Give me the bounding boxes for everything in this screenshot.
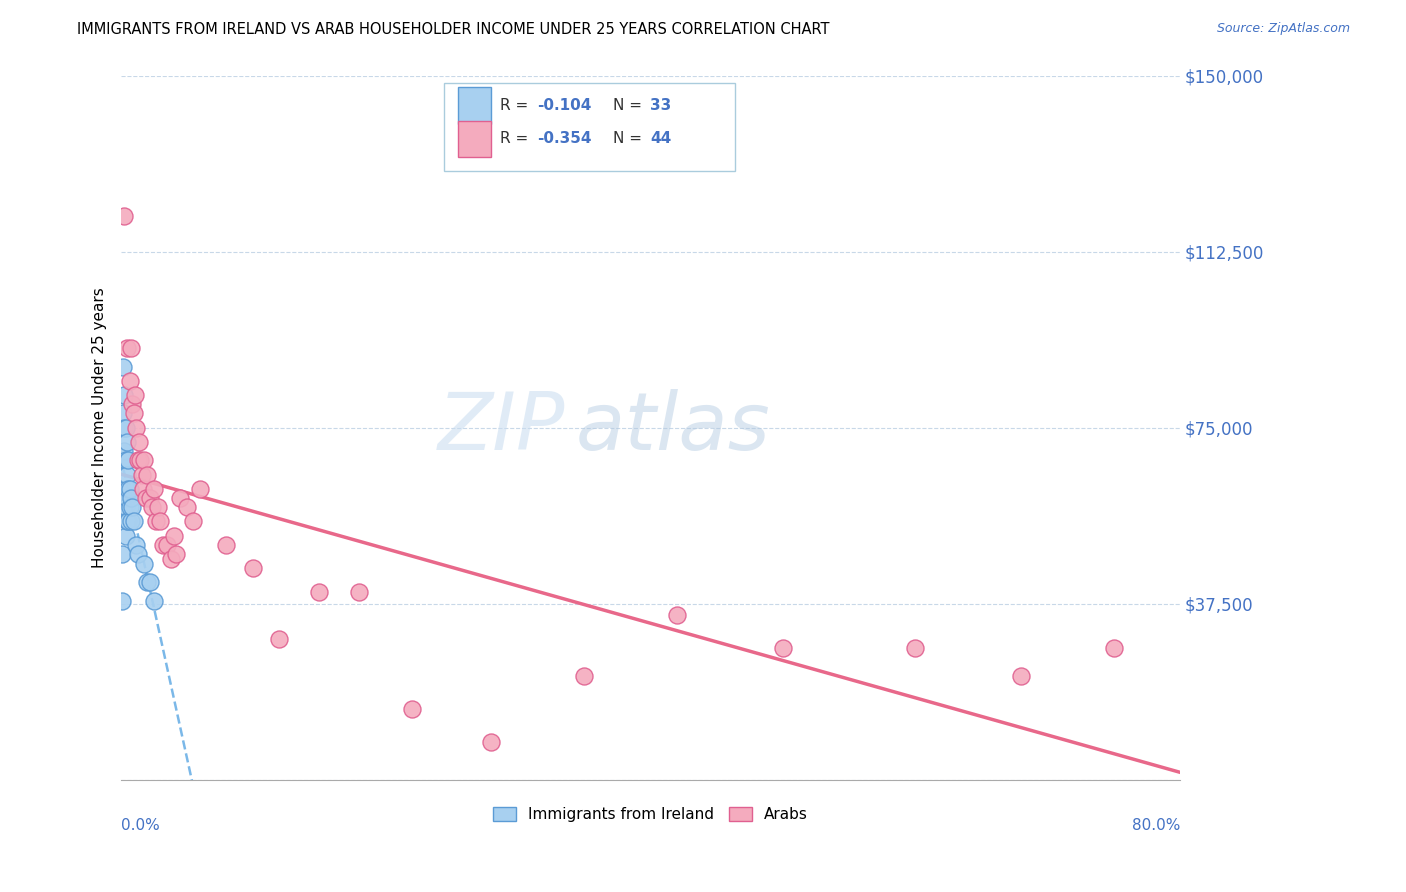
Point xyxy=(127,547,149,561)
Point xyxy=(114,453,136,467)
Text: 0.0%: 0.0% xyxy=(121,818,159,833)
Point xyxy=(117,515,139,529)
Text: R =: R = xyxy=(501,131,533,146)
Point xyxy=(117,453,139,467)
FancyBboxPatch shape xyxy=(457,87,492,124)
Text: N =: N = xyxy=(613,131,647,146)
Point xyxy=(165,547,187,561)
Point xyxy=(145,515,167,529)
Point xyxy=(1102,641,1125,656)
Text: IMMIGRANTS FROM IRELAND VS ARAB HOUSEHOLDER INCOME UNDER 25 YEARS CORRELATION CH: IMMIGRANTS FROM IRELAND VS ARAB HOUSEHOL… xyxy=(77,22,830,37)
Point xyxy=(269,632,291,646)
Point xyxy=(118,374,141,388)
Point xyxy=(162,528,184,542)
Point xyxy=(111,594,134,608)
Point xyxy=(665,608,688,623)
Point xyxy=(215,538,238,552)
Point xyxy=(120,491,142,505)
Point xyxy=(132,482,155,496)
Point xyxy=(135,491,157,505)
Point xyxy=(120,341,142,355)
Point xyxy=(169,491,191,505)
Point xyxy=(120,515,142,529)
Point xyxy=(118,482,141,496)
Text: atlas: atlas xyxy=(576,389,770,467)
Point xyxy=(112,407,135,421)
Point xyxy=(117,482,139,496)
Point xyxy=(481,735,503,749)
Text: 44: 44 xyxy=(651,131,672,146)
Point xyxy=(114,491,136,505)
Point xyxy=(115,434,138,449)
Point xyxy=(160,552,183,566)
Point xyxy=(118,500,141,515)
Point xyxy=(112,359,135,374)
Text: R =: R = xyxy=(501,98,533,113)
Point xyxy=(115,341,138,355)
Point xyxy=(121,500,143,515)
Point xyxy=(188,482,211,496)
Point xyxy=(111,547,134,561)
Point xyxy=(121,397,143,411)
Point xyxy=(131,467,153,482)
Point xyxy=(136,575,159,590)
Text: 33: 33 xyxy=(651,98,672,113)
Text: Source: ZipAtlas.com: Source: ZipAtlas.com xyxy=(1216,22,1350,36)
Point xyxy=(124,388,146,402)
Point xyxy=(904,641,927,656)
Point xyxy=(128,434,150,449)
Point xyxy=(347,585,370,599)
Point xyxy=(772,641,794,656)
Point xyxy=(114,420,136,434)
Point xyxy=(141,500,163,515)
Point xyxy=(1010,669,1032,683)
Point xyxy=(183,515,205,529)
Text: -0.354: -0.354 xyxy=(537,131,592,146)
Point xyxy=(114,500,136,515)
Point xyxy=(176,500,198,515)
Point xyxy=(114,388,136,402)
Point xyxy=(115,491,138,505)
Point xyxy=(115,515,138,529)
Text: N =: N = xyxy=(613,98,647,113)
Point xyxy=(156,538,179,552)
Point xyxy=(134,557,156,571)
Point xyxy=(136,467,159,482)
FancyBboxPatch shape xyxy=(444,83,735,170)
Point xyxy=(308,585,330,599)
Point xyxy=(114,420,136,434)
Point xyxy=(142,482,165,496)
Point xyxy=(114,482,136,496)
Point xyxy=(125,420,148,434)
Point xyxy=(242,561,264,575)
Point xyxy=(115,467,138,482)
Text: -0.104: -0.104 xyxy=(537,98,592,113)
Point xyxy=(572,669,595,683)
Point xyxy=(152,538,174,552)
Point xyxy=(114,528,136,542)
Point xyxy=(114,210,136,224)
Text: 80.0%: 80.0% xyxy=(1132,818,1180,833)
Point xyxy=(149,515,172,529)
Point xyxy=(134,453,156,467)
Point xyxy=(138,575,160,590)
Point xyxy=(129,453,152,467)
Point xyxy=(112,453,135,467)
Legend: Immigrants from Ireland, Arabs: Immigrants from Ireland, Arabs xyxy=(486,801,814,829)
Point xyxy=(122,407,145,421)
Point xyxy=(138,491,160,505)
Point xyxy=(401,702,423,716)
Point xyxy=(127,453,149,467)
FancyBboxPatch shape xyxy=(457,120,492,157)
Point xyxy=(146,500,169,515)
Y-axis label: Householder Income Under 25 years: Householder Income Under 25 years xyxy=(93,287,107,568)
Point xyxy=(114,444,136,458)
Point xyxy=(122,515,145,529)
Text: ZIP: ZIP xyxy=(439,389,565,467)
Point xyxy=(142,594,165,608)
Point xyxy=(125,538,148,552)
